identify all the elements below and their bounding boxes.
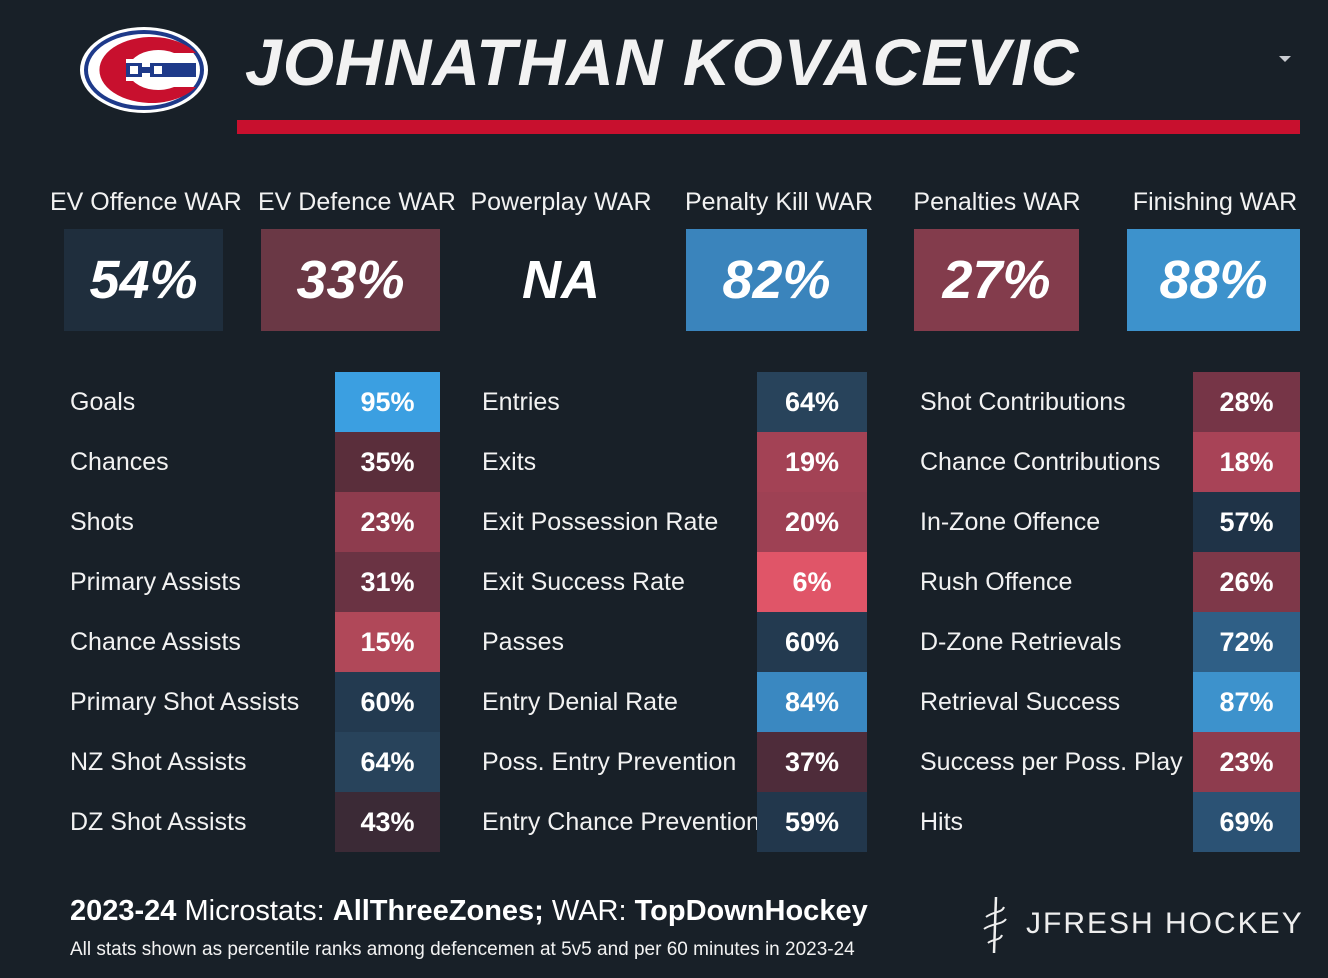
stat-label: Chances — [70, 448, 169, 476]
stat-label: Chance Contributions — [920, 448, 1161, 476]
footer-microstats-label: Microstats: — [184, 895, 325, 927]
stat-label: Shot Contributions — [920, 388, 1126, 416]
stat-value-box: 64% — [335, 732, 440, 792]
war-label: Powerplay WAR — [470, 188, 652, 216]
stat-value-box: 59% — [757, 792, 867, 852]
war-box-powerplay: NA — [476, 229, 646, 331]
war-box-ev-offence: 54% — [64, 229, 223, 331]
stat-value-box: 35% — [335, 432, 440, 492]
stat-value-box: 84% — [757, 672, 867, 732]
stat-value-box: 31% — [335, 552, 440, 612]
stat-label: NZ Shot Assists — [70, 748, 247, 776]
war-label: Penalty Kill WAR — [684, 188, 873, 216]
stat-label: Chance Assists — [70, 628, 241, 656]
stat-label: Primary Shot Assists — [70, 688, 300, 716]
stat-value-box: 23% — [335, 492, 440, 552]
stat-value-box: 72% — [1193, 612, 1300, 672]
stat-label: Rush Offence — [920, 568, 1073, 596]
war-box-penalties: 27% — [914, 229, 1079, 331]
footer-note: All stats shown as percentile ranks amon… — [70, 939, 855, 960]
footer-war-source: TopDownHockey — [634, 895, 868, 927]
chevron-down-icon[interactable] — [1279, 56, 1291, 62]
footer-sources: 2023-24 Microstats: AllThreeZones; WAR: … — [70, 893, 868, 929]
stat-label: In-Zone Offence — [920, 508, 1101, 536]
stat-value-box: 19% — [757, 432, 867, 492]
stat-value-box: 26% — [1193, 552, 1300, 612]
stat-label: Exit Possession Rate — [482, 508, 719, 536]
stat-value-box: 15% — [335, 612, 440, 672]
stat-label: Hits — [920, 808, 964, 836]
brand-name: JFRESH HOCKEY — [1026, 907, 1304, 940]
stat-value-box: 28% — [1193, 372, 1300, 432]
footer-season: 2023-24 — [70, 895, 177, 927]
stat-label: Entries — [482, 388, 560, 416]
stat-value-box: 57% — [1193, 492, 1300, 552]
stat-label: Passes — [482, 628, 564, 656]
stat-value-box: 87% — [1193, 672, 1300, 732]
jfresh-logo-icon — [983, 896, 1007, 954]
stat-label: Entry Chance Prevention — [482, 808, 760, 836]
footer-microstats-source: AllThreeZones; — [332, 895, 544, 927]
stat-label: Success per Poss. Play — [920, 748, 1183, 776]
stat-label: Primary Assists — [70, 568, 241, 596]
habs-logo-icon — [80, 27, 208, 113]
stat-label: Goals — [70, 388, 136, 416]
footer-war-label: WAR: — [551, 895, 627, 927]
stat-value-box: 95% — [335, 372, 440, 432]
stat-value-box: 20% — [757, 492, 867, 552]
stat-value-box: 69% — [1193, 792, 1300, 852]
player-name: JOHNATHAN KOVACEVIC — [245, 25, 1080, 99]
war-box-ev-defence: 33% — [261, 229, 440, 331]
war-box-finishing: 88% — [1127, 229, 1300, 331]
war-label: EV Offence WAR — [50, 188, 242, 216]
stat-value-box: 60% — [757, 612, 867, 672]
stat-label: Poss. Entry Prevention — [482, 748, 737, 776]
stat-value-box: 43% — [335, 792, 440, 852]
stat-label: Retrieval Success — [920, 688, 1121, 716]
stat-label: Exits — [482, 448, 537, 476]
stat-value-box: 23% — [1193, 732, 1300, 792]
stat-value-box: 64% — [757, 372, 867, 432]
stat-label: Shots — [70, 508, 134, 536]
stat-label: Entry Denial Rate — [482, 688, 678, 716]
war-label: Finishing WAR — [1132, 188, 1298, 216]
war-label: Penalties WAR — [913, 188, 1081, 216]
stat-value-box: 6% — [757, 552, 867, 612]
stat-label: D-Zone Retrievals — [920, 628, 1122, 656]
stat-label: DZ Shot Assists — [70, 808, 247, 836]
stat-value-box: 60% — [335, 672, 440, 732]
war-box-penalty-kill: 82% — [686, 229, 867, 331]
stat-label: Exit Success Rate — [482, 568, 685, 596]
stat-value-box: 37% — [757, 732, 867, 792]
war-label: EV Defence WAR — [258, 188, 456, 216]
stat-value-box: 18% — [1193, 432, 1300, 492]
name-underline — [237, 120, 1300, 134]
